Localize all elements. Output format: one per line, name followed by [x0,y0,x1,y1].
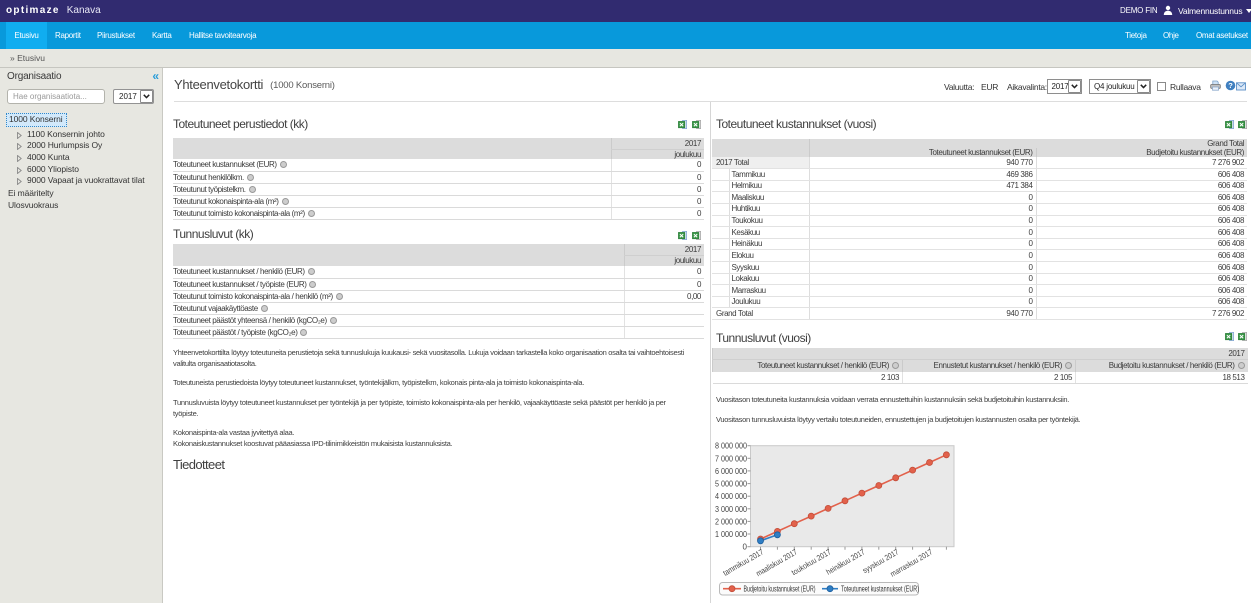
svg-text:2 000 000: 2 000 000 [715,517,747,526]
svg-text:Budjetoitu kustannukset (EUR): Budjetoitu kustannukset (EUR) [744,585,816,594]
svg-text:heinäkuu 2017: heinäkuu 2017 [825,547,867,577]
svg-text:6 000 000: 6 000 000 [715,467,747,476]
svg-text:3 000 000: 3 000 000 [715,505,747,514]
svg-text:5 000 000: 5 000 000 [715,480,747,489]
svg-text:4 000 000: 4 000 000 [715,492,747,501]
svg-text:8 000 000: 8 000 000 [715,442,747,451]
svg-text:Toteutuneet kustannukset (EUR): Toteutuneet kustannukset (EUR) [841,585,919,594]
svg-text:1 000 000: 1 000 000 [715,530,747,539]
svg-text:7 000 000: 7 000 000 [715,454,747,463]
svg-text:?: ? [1228,81,1233,90]
svg-text:0: 0 [743,543,748,552]
